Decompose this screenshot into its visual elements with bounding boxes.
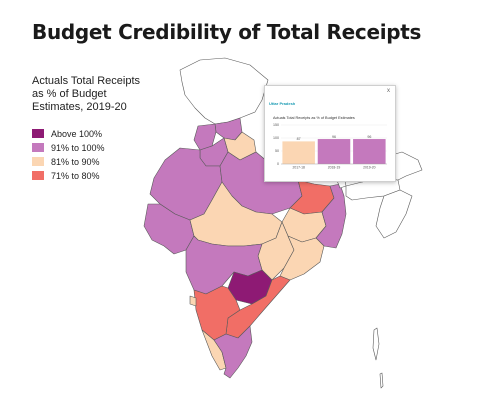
- legend-title: Actuals Total Receipts as % of Budget Es…: [32, 75, 141, 113]
- state-andaman-nicobar[interactable]: [372, 327, 380, 361]
- state-info-popup: x Uttar Pradesh Actuals Total Receipts a…: [264, 85, 396, 182]
- legend-label: 91% to 100%: [51, 142, 105, 153]
- legend-swatch: [32, 157, 44, 166]
- state-west-bengal[interactable]: [315, 183, 347, 249]
- legend-item-71-80[interactable]: 71% to 80%: [32, 169, 105, 182]
- x-tick-label: 2019-20: [363, 166, 376, 170]
- data-label: 96: [332, 135, 336, 139]
- y-tick-label: 100: [273, 136, 279, 140]
- state-north-east-states[interactable]: [375, 189, 413, 239]
- state-goa[interactable]: [189, 295, 197, 307]
- bar-2018-19: [317, 139, 351, 164]
- legend-label: 71% to 80%: [51, 170, 100, 181]
- legend: Above 100% 91% to 100% 81% to 90% 71% to…: [32, 127, 105, 183]
- popup-bar-chart: 0 50 100 150 87 2017-18 96 2018-19 96 2019-20: [273, 123, 387, 170]
- legend-label: 81% to 90%: [51, 156, 100, 167]
- close-icon[interactable]: x: [387, 88, 390, 94]
- data-label: 96: [367, 135, 371, 139]
- x-tick-label: 2018-19: [328, 166, 341, 170]
- legend-swatch: [32, 143, 44, 152]
- legend-swatch: [32, 171, 44, 180]
- state-andaman-nicobar-south[interactable]: [379, 372, 384, 389]
- bar-2017-18: [282, 141, 315, 164]
- legend-label: Above 100%: [51, 128, 103, 139]
- legend-item-above-100[interactable]: Above 100%: [32, 127, 105, 140]
- x-tick-label: 2017-18: [292, 166, 305, 170]
- state-odisha[interactable]: [279, 235, 325, 281]
- y-tick-label: 150: [273, 123, 279, 127]
- state-karnataka[interactable]: [193, 285, 241, 341]
- legend-item-81-90[interactable]: 81% to 90%: [32, 155, 105, 168]
- y-tick-label: 50: [275, 149, 279, 153]
- page-title: Budget Credibility of Total Receipts: [32, 20, 422, 44]
- popup-state-name: Uttar Pradesh: [269, 101, 296, 106]
- y-tick-label: 0: [277, 162, 279, 166]
- bar-2019-20: [353, 139, 386, 164]
- legend-item-91-100[interactable]: 91% to 100%: [32, 141, 105, 154]
- legend-swatch: [32, 129, 44, 138]
- state-jammu-kashmir[interactable]: [179, 57, 269, 125]
- state-tamil-nadu[interactable]: [213, 325, 253, 379]
- data-label: 87: [297, 137, 301, 141]
- popup-chart-title: Actuals Total Receipts as % of Budget Es…: [273, 116, 355, 120]
